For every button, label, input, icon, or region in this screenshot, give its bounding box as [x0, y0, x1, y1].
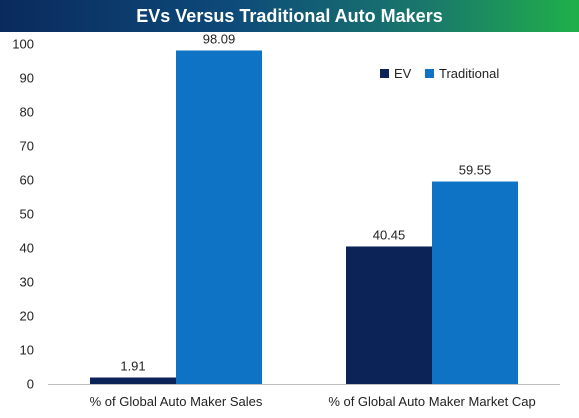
legend-swatch-traditional — [425, 69, 434, 78]
bar-ev-0 — [90, 377, 176, 384]
legend-label-traditional: Traditional — [439, 66, 499, 81]
data-label: 1.91 — [120, 359, 145, 374]
x-category-label: % of Global Auto Maker Market Cap — [328, 394, 535, 409]
bars-group — [90, 50, 518, 385]
legend-label-ev: EV — [394, 66, 412, 81]
legend: EV Traditional — [380, 66, 499, 81]
data-label: 40.45 — [373, 227, 406, 242]
y-tick-label: 60 — [20, 173, 34, 188]
category-labels: % of Global Auto Maker Sales % of Global … — [90, 394, 536, 409]
y-tick-label: 40 — [20, 241, 34, 256]
bar-chart: 0 10 20 30 40 50 60 70 80 90 100 1.91 98.09 40.45 59.… — [12, 32, 560, 409]
bar-ev-1 — [346, 246, 432, 384]
bar-traditional-0 — [176, 50, 262, 385]
y-tick-label: 0 — [27, 377, 34, 392]
data-label: 59.55 — [459, 163, 492, 178]
chart-title: EVs Versus Traditional Auto Makers — [136, 5, 443, 26]
data-labels-group: 1.91 98.09 40.45 59.55 — [120, 32, 491, 374]
y-axis: 0 10 20 30 40 50 60 70 80 90 100 — [12, 37, 34, 392]
y-tick-label: 50 — [20, 207, 34, 222]
x-category-label: % of Global Auto Maker Sales — [90, 394, 263, 409]
y-tick-label: 80 — [20, 105, 34, 120]
chart-title-bar: EVs Versus Traditional Auto Makers — [0, 0, 579, 32]
y-tick-label: 30 — [20, 275, 34, 290]
y-tick-label: 10 — [20, 343, 34, 358]
y-tick-label: 20 — [20, 309, 34, 324]
y-tick-label: 70 — [20, 139, 34, 154]
legend-swatch-ev — [380, 69, 389, 78]
data-label: 98.09 — [203, 32, 236, 46]
bar-traditional-1 — [432, 181, 518, 384]
y-tick-label: 90 — [20, 71, 34, 86]
y-tick-label: 100 — [12, 37, 34, 52]
